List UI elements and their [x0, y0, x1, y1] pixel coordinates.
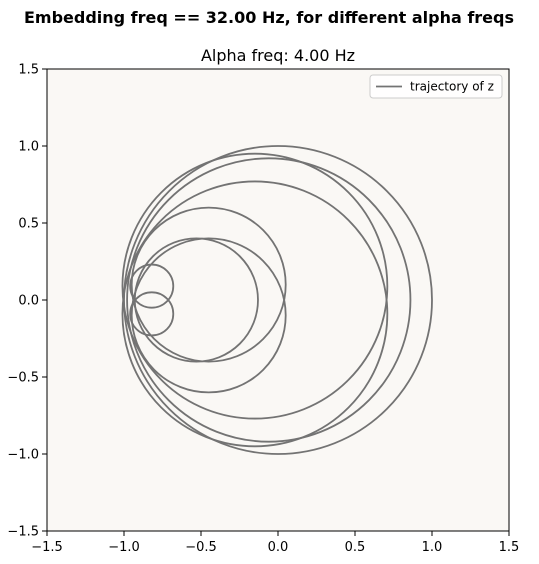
y-tick-label: 1.5 [18, 63, 39, 78]
x-tick-label: 1.0 [422, 540, 443, 555]
x-tick-label: −1.0 [108, 540, 140, 555]
y-tick-label: −1.5 [7, 525, 39, 540]
y-tick-label: −0.5 [7, 371, 39, 386]
trajectory-loop-8 [123, 145, 433, 455]
trajectory-loop-7 [126, 157, 412, 443]
y-axis: −1.5 −1.0 −0.5 0.0 0.5 1.0 1.5 [7, 63, 47, 540]
x-tick-label: −0.5 [185, 540, 217, 555]
axes-title: Alpha freq: 4.00 Hz [201, 46, 355, 65]
legend-entry-label: trajectory of z [410, 80, 494, 94]
x-tick-label: 0.0 [268, 540, 289, 555]
legend-box [369, 74, 503, 99]
trajectory-loop-3 [130, 206, 287, 363]
x-tick-label: 0.5 [345, 540, 366, 555]
y-tick-label: −1.0 [7, 448, 39, 463]
x-tick-label: 1.5 [499, 540, 520, 555]
trajectory-loop-6 [121, 180, 389, 448]
trajectory-series [121, 145, 433, 455]
trajectory-loop-4 [130, 237, 287, 394]
y-tick-label: 0.0 [18, 294, 39, 309]
y-tick-label: 1.0 [18, 140, 39, 155]
x-axis: −1.5 −1.0 −0.5 0.0 0.5 1.0 1.5 [31, 531, 519, 555]
plot-area [47, 69, 509, 531]
trajectory-loop-2 [133, 237, 259, 363]
x-tick-label: −1.5 [31, 540, 63, 555]
legend: trajectory of z [369, 74, 503, 99]
trajectory-loop-5 [121, 152, 389, 420]
y-tick-label: 0.5 [18, 217, 39, 232]
figure-suptitle: Embedding freq == 32.00 Hz, for differen… [24, 8, 514, 27]
